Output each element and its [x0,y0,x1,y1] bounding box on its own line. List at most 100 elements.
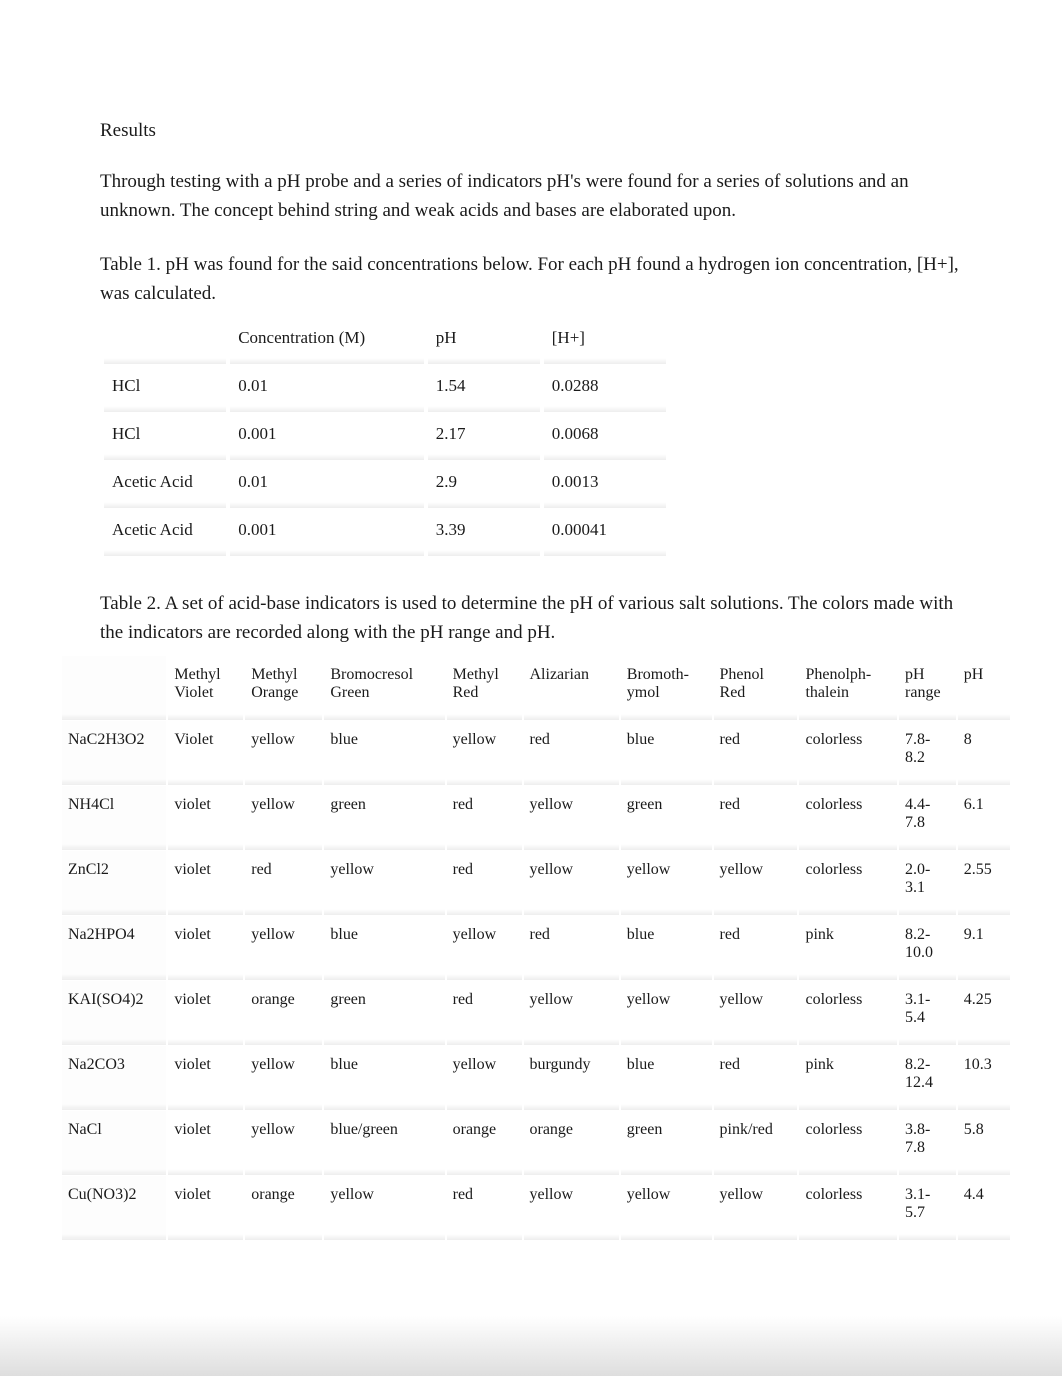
table2-cell: red [714,1046,798,1108]
table2-cell: green [324,786,444,848]
table1-caption: Table 1. pH was found for the said conce… [100,251,962,308]
table-row: HCl0.0012.170.0068 [104,414,666,458]
table2-header-cell: Phenol Red [714,656,798,718]
table2-cell: 8.2-12.4 [899,1046,956,1108]
table-row: Acetic Acid0.012.90.0013 [104,462,666,506]
table2-cell: colorless [799,981,897,1043]
table1-cell: 0.0013 [544,462,666,506]
table2-header-cell: pH range [899,656,956,718]
table2-cell: yellow [524,981,619,1043]
table2-cell: violet [168,1176,243,1238]
table2-cell: green [324,981,444,1043]
table2-body: NaC2H3O2Violetyellowblueyellowredbluered… [62,721,1010,1238]
table2-cell: violet [168,851,243,913]
table1-cell: 2.9 [428,462,540,506]
table1: Concentration (M) pH [H+] HCl0.011.540.0… [100,314,670,558]
table2-cell: colorless [799,786,897,848]
table1-cell: Acetic Acid [104,462,226,506]
table2-cell: 2.55 [958,851,1010,913]
table-row: Cu(NO3)2violetorangeyellowredyellowyello… [62,1176,1010,1238]
table2-cell: yellow [714,851,798,913]
table1-cell: 0.01 [230,462,424,506]
table2-cell: violet [168,981,243,1043]
table2-cell: yellow [447,916,522,978]
table2-cell: 8.2-10.0 [899,916,956,978]
table-row: HCl0.011.540.0288 [104,366,666,410]
table2-cell: red [524,721,619,783]
table2-header-cell: Methyl Red [447,656,522,718]
table2-cell: yellow [524,786,619,848]
table2-cell: green [621,786,712,848]
table1-cell: 0.0288 [544,366,666,410]
table2-caption: Table 2. A set of acid-base indicators i… [100,590,962,647]
table2-cell: yellow [714,981,798,1043]
table1-cell: HCl [104,366,226,410]
table2-cell: 3.1-5.4 [899,981,956,1043]
table2-cell: yellow [524,1176,619,1238]
table2-cell: 3.1-5.7 [899,1176,956,1238]
table2-cell: 9.1 [958,916,1010,978]
table2-cell: red [524,916,619,978]
table1-header-cell [104,318,226,362]
table1-cell: 1.54 [428,366,540,410]
table2-cell: red [714,786,798,848]
table-row: ZnCl2violetredyellowredyellowyellowyello… [62,851,1010,913]
table2-cell: blue [324,1046,444,1108]
table2-cell: yellow [447,1046,522,1108]
table2-header-cell: Methyl Orange [245,656,322,718]
table2: Methyl Violet Methyl Orange Bromocresol … [60,653,1012,1241]
table2-header-row: Methyl Violet Methyl Orange Bromocresol … [62,656,1010,718]
table2-cell: red [447,981,522,1043]
table2-cell: colorless [799,1176,897,1238]
table2-cell: orange [524,1111,619,1173]
table2-cell: violet [168,786,243,848]
table2-wrapper: Methyl Violet Methyl Orange Bromocresol … [60,653,1012,1241]
table1-header-row: Concentration (M) pH [H+] [104,318,666,362]
table2-cell: 4.25 [958,981,1010,1043]
table2-cell: yellow [447,721,522,783]
table1-cell: 0.001 [230,414,424,458]
table2-cell: Na2CO3 [62,1046,166,1108]
table2-header-cell: pH [958,656,1010,718]
table2-cell: red [447,786,522,848]
table2-header-cell [62,656,166,718]
table1-header-cell: [H+] [544,318,666,362]
table2-cell: pink [799,916,897,978]
table2-cell: red [245,851,322,913]
table2-cell: yellow [621,1176,712,1238]
table2-cell: red [447,1176,522,1238]
table2-cell: 6.1 [958,786,1010,848]
table2-cell: NH4Cl [62,786,166,848]
table2-cell: 8 [958,721,1010,783]
table2-cell: red [447,851,522,913]
table2-cell: green [621,1111,712,1173]
table2-cell: yellow [245,786,322,848]
table1-cell: HCl [104,414,226,458]
table2-cell: 2.0-3.1 [899,851,956,913]
table-row: Acetic Acid0.0013.390.00041 [104,510,666,554]
table2-header-cell: Alizarian [524,656,619,718]
table2-cell: orange [245,981,322,1043]
table2-cell: pink/red [714,1111,798,1173]
intro-paragraph: Through testing with a pH probe and a se… [100,168,962,225]
table2-cell: blue [621,916,712,978]
table2-cell: colorless [799,1111,897,1173]
table2-cell: KAI(SO4)2 [62,981,166,1043]
table2-cell: Cu(NO3)2 [62,1176,166,1238]
table2-cell: yellow [245,721,322,783]
table2-cell: Violet [168,721,243,783]
table-row: Na2CO3violetyellowblueyellowburgundyblue… [62,1046,1010,1108]
table2-cell: red [714,916,798,978]
table2-cell: 5.8 [958,1111,1010,1173]
table2-cell: yellow [324,851,444,913]
table2-cell: blue [621,721,712,783]
table2-cell: blue [621,1046,712,1108]
table2-cell: Na2HPO4 [62,916,166,978]
table2-cell: burgundy [524,1046,619,1108]
table-row: NaClvioletyellowblue/greenorangeorangegr… [62,1111,1010,1173]
table2-cell: yellow [245,1111,322,1173]
table2-cell: pink [799,1046,897,1108]
table2-header-cell: Bromocresol Green [324,656,444,718]
table2-cell: violet [168,1111,243,1173]
table2-cell: yellow [245,1046,322,1108]
